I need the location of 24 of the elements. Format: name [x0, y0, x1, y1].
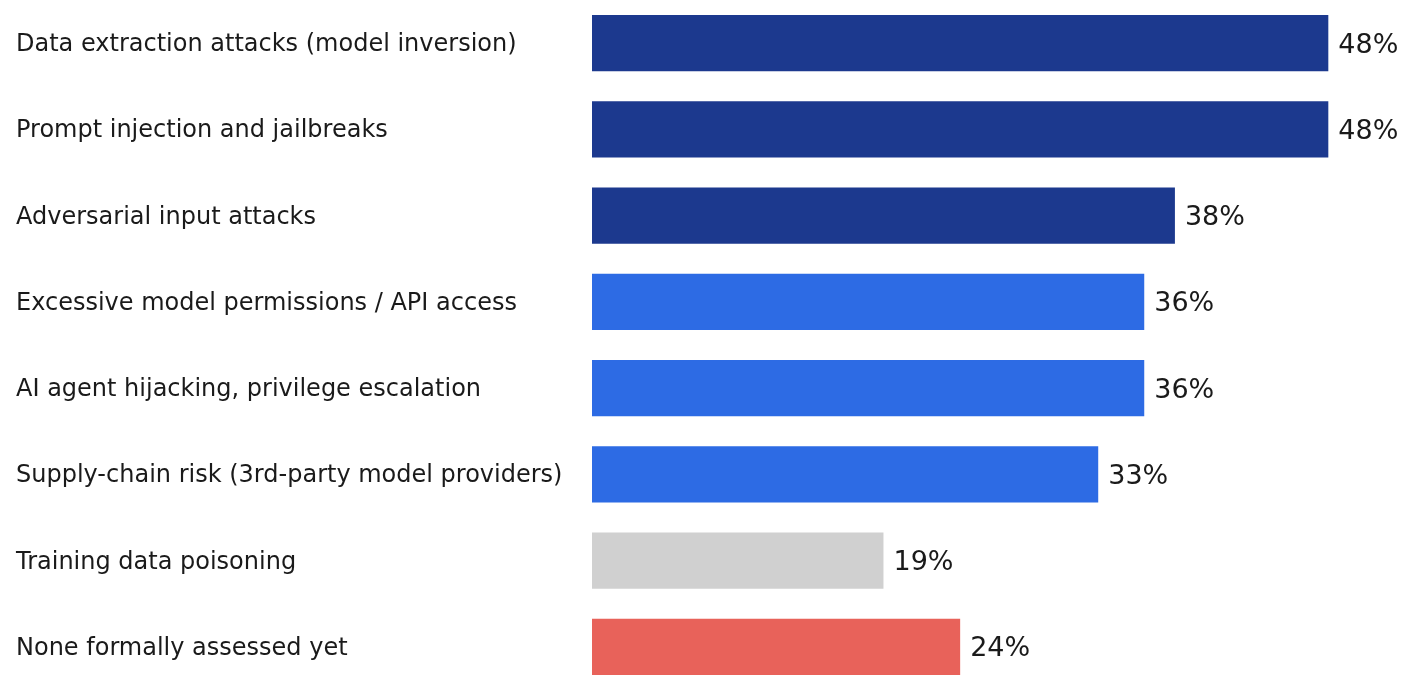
data-label: 48% — [1338, 113, 1399, 145]
bar — [592, 532, 884, 589]
bar — [592, 101, 1329, 158]
y-tick-label: Supply-chain risk (3rd-party model providers) — [16, 460, 563, 489]
data-label: 48% — [1338, 27, 1399, 59]
data-label: 36% — [1154, 372, 1215, 404]
bar — [592, 187, 1175, 244]
bar — [592, 273, 1145, 330]
data-label: 19% — [893, 545, 954, 577]
data-label: 24% — [970, 631, 1031, 663]
bar — [592, 446, 1099, 503]
y-tick-label: Adversarial input attacks — [16, 201, 317, 230]
data-label: 36% — [1154, 286, 1215, 318]
data-label: 38% — [1184, 200, 1245, 232]
bar — [592, 15, 1329, 72]
bar — [592, 360, 1145, 417]
data-label: 33% — [1108, 458, 1169, 490]
y-tick-label: Excessive model permissions / API access — [16, 287, 517, 316]
y-tick-label: Training data poisoning — [15, 546, 297, 575]
y-tick-label: Prompt injection and jailbreaks — [16, 115, 388, 144]
y-tick-label: None formally assessed yet — [16, 632, 348, 661]
y-tick-label: AI agent hijacking, privilege escalation — [16, 374, 482, 403]
bar — [592, 618, 961, 675]
y-tick-label: Data extraction attacks (model inversion) — [16, 29, 517, 58]
